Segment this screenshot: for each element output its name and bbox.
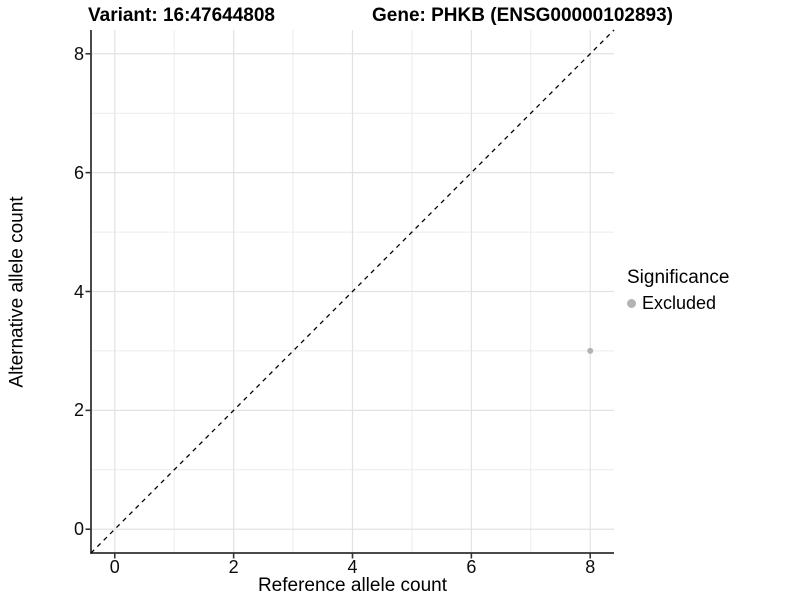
y-tick-label: 4	[73, 281, 84, 302]
y-tick-label: 6	[73, 162, 84, 183]
legend-key-dot	[627, 298, 636, 308]
y-tick-label: 8	[73, 43, 84, 64]
legend-item-excluded: Excluded	[627, 292, 729, 314]
gene-title: Gene: PHKB (ENSG00000102893)	[372, 5, 673, 26]
data-point	[587, 347, 594, 354]
x-tick-label: 8	[585, 557, 596, 577]
x-tick-label: 6	[466, 557, 477, 577]
x-tick-label: 4	[347, 557, 358, 577]
y-axis-label: Alternative allele count	[4, 30, 32, 553]
y-tick-label: 2	[73, 400, 84, 421]
legend-title: Significance	[627, 267, 730, 288]
x-tick-label: 0	[109, 557, 120, 577]
y-axis-label-text: Alternative allele count	[7, 195, 29, 388]
variant-title: Variant: 16:47644808	[88, 5, 275, 26]
legend: Significance Excluded	[627, 266, 729, 314]
identity-line	[90, 29, 615, 554]
y-tick-label: 0	[73, 519, 84, 540]
x-tick-label: 2	[228, 557, 239, 577]
legend-item-label: Excluded	[642, 293, 717, 313]
x-axis-label: Reference allele count	[257, 575, 448, 596]
